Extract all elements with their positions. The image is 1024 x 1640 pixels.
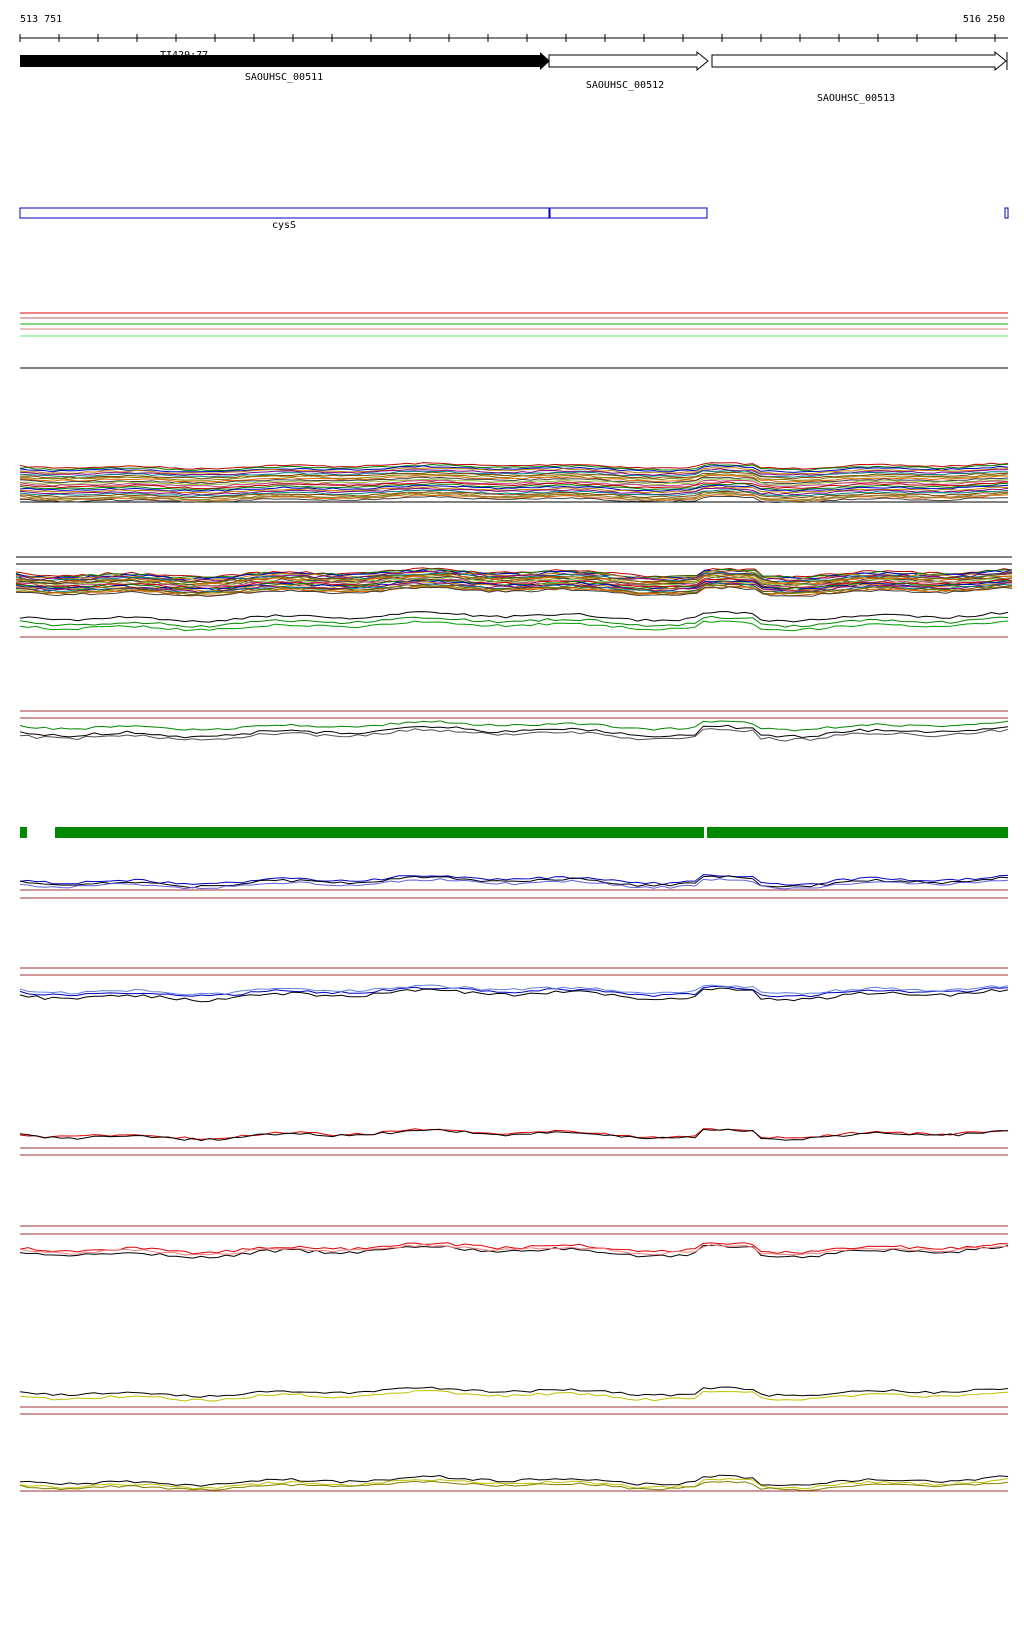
signal-traces: [15, 462, 1013, 1492]
signal-trace: [19, 462, 1009, 470]
signal-trace: [15, 584, 1013, 596]
signal-trace: [19, 874, 1009, 886]
gene-arrow: [548, 50, 709, 72]
signal-trace: [19, 463, 1009, 472]
gene-label: SAOUHSC_00512: [586, 80, 664, 91]
ruler-start: 513 751: [20, 14, 62, 25]
signal-trace: [15, 586, 1013, 598]
gene-label: SAOUHSC_00513: [817, 93, 895, 104]
signal-trace: [15, 571, 1013, 584]
signal-trace: [15, 576, 1013, 588]
signal-trace: [19, 878, 1009, 890]
signal-trace: [19, 984, 1009, 996]
signal-trace: [19, 489, 1009, 497]
signal-trace: [19, 1242, 1009, 1255]
signal-trace: [19, 491, 1009, 502]
coverage-bar: [707, 827, 1008, 838]
signal-trace: [19, 484, 1009, 492]
signal-trace: [19, 1474, 1009, 1487]
signal-trace: [19, 1480, 1009, 1492]
signal-trace: [19, 724, 1009, 739]
signal-trace: [19, 987, 1009, 1003]
signal-trace: [19, 1244, 1009, 1259]
signal-trace: [19, 487, 1009, 496]
coverage-bar: [55, 827, 704, 838]
signal-trace: [19, 482, 1009, 491]
signal-trace: [19, 490, 1009, 499]
feature-label: TI429:77: [160, 50, 208, 61]
signal-trace: [19, 465, 1009, 473]
domain-label: cysS: [272, 220, 296, 231]
domain-box: [549, 207, 708, 219]
ruler-ticks: [19, 34, 996, 42]
signal-trace: [15, 581, 1013, 593]
signal-trace: [19, 474, 1009, 483]
signal-trace: [19, 476, 1009, 485]
signal-trace: [19, 1243, 1009, 1256]
signal-trace: [19, 1128, 1009, 1142]
signal-trace: [19, 1128, 1009, 1140]
signal-trace: [19, 720, 1009, 732]
signal-trace: [15, 569, 1013, 580]
signal-trace: [19, 479, 1009, 488]
signal-trace: [19, 468, 1009, 476]
signal-trace: [19, 875, 1009, 889]
signal-trace: [19, 1386, 1009, 1398]
signal-trace: [19, 1477, 1009, 1490]
signal-trace: [19, 470, 1009, 478]
ruler-end: 516 250: [963, 14, 1005, 25]
signal-trace: [19, 481, 1009, 490]
signal-trace: [19, 494, 1009, 502]
gene-arrow: [20, 52, 550, 70]
domain-box: [1004, 207, 1009, 219]
signal-trace: [19, 611, 1009, 623]
signal-trace: [19, 495, 1008, 504]
signal-trace: [19, 615, 1009, 628]
signal-trace: [19, 1389, 1009, 1402]
gene-arrow: [711, 50, 1007, 72]
domain-box: [19, 207, 550, 219]
signal-trace: [19, 471, 1009, 480]
coverage-bar: [20, 827, 27, 838]
signal-trace: [19, 620, 1009, 632]
signal-trace: [19, 985, 1009, 998]
gene-label: SAOUHSC_00511: [245, 72, 323, 83]
signal-trace: [19, 467, 1009, 475]
signal-trace: [19, 728, 1009, 742]
signal-trace: [15, 570, 1013, 583]
signal-trace: [19, 473, 1009, 482]
